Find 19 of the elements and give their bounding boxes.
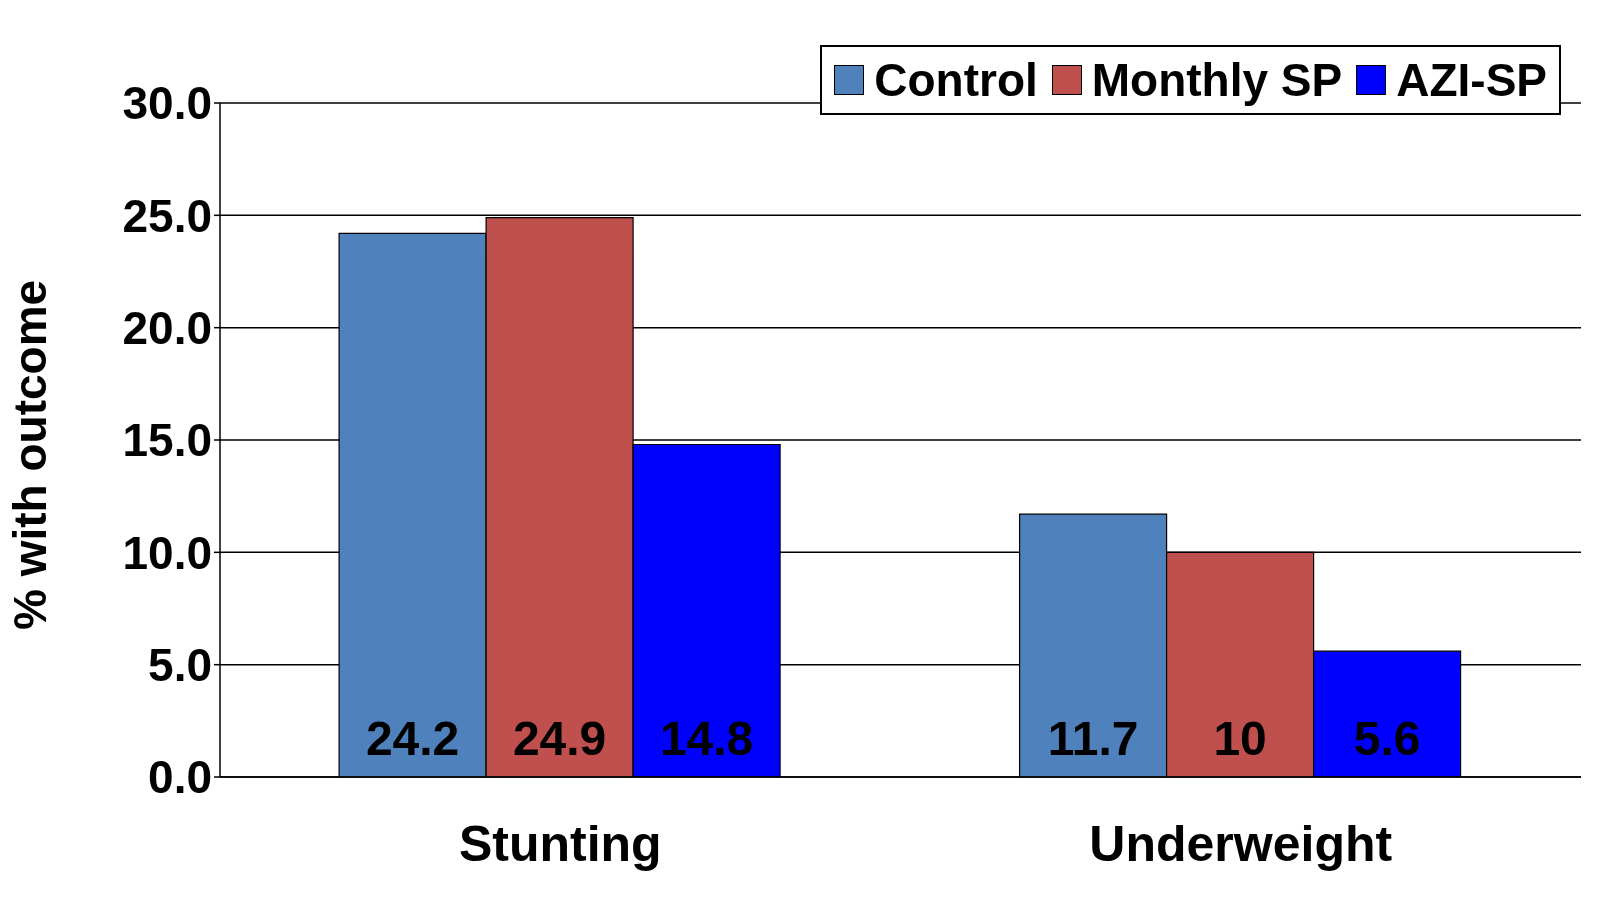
x-tick-label: Underweight xyxy=(1089,815,1393,872)
y-tick-label: 5.0 xyxy=(148,639,212,691)
y-tick-label: 25.0 xyxy=(122,189,212,242)
legend-label: Control xyxy=(874,53,1038,107)
data-label: 24.9 xyxy=(512,712,607,765)
y-tick-label: 10.0 xyxy=(122,526,212,579)
y-axis-title: % with outcome xyxy=(4,279,57,630)
legend-label: Monthly SP xyxy=(1091,53,1343,107)
y-tick-label: 0.0 xyxy=(148,751,212,804)
y-tick-label: 30.0 xyxy=(122,77,212,130)
data-label: 24.2 xyxy=(365,712,460,765)
y-tick-label: 15.0 xyxy=(122,414,212,467)
data-label: 11.7 xyxy=(1047,712,1139,765)
x-tick-label: Stunting xyxy=(458,815,662,872)
data-label: 14.8 xyxy=(659,712,754,765)
legend-label: AZI-SP xyxy=(1396,53,1547,107)
data-label: 10 xyxy=(1213,712,1267,765)
y-tick-label: 20.0 xyxy=(122,302,212,354)
data-label: 5.6 xyxy=(1353,712,1421,765)
